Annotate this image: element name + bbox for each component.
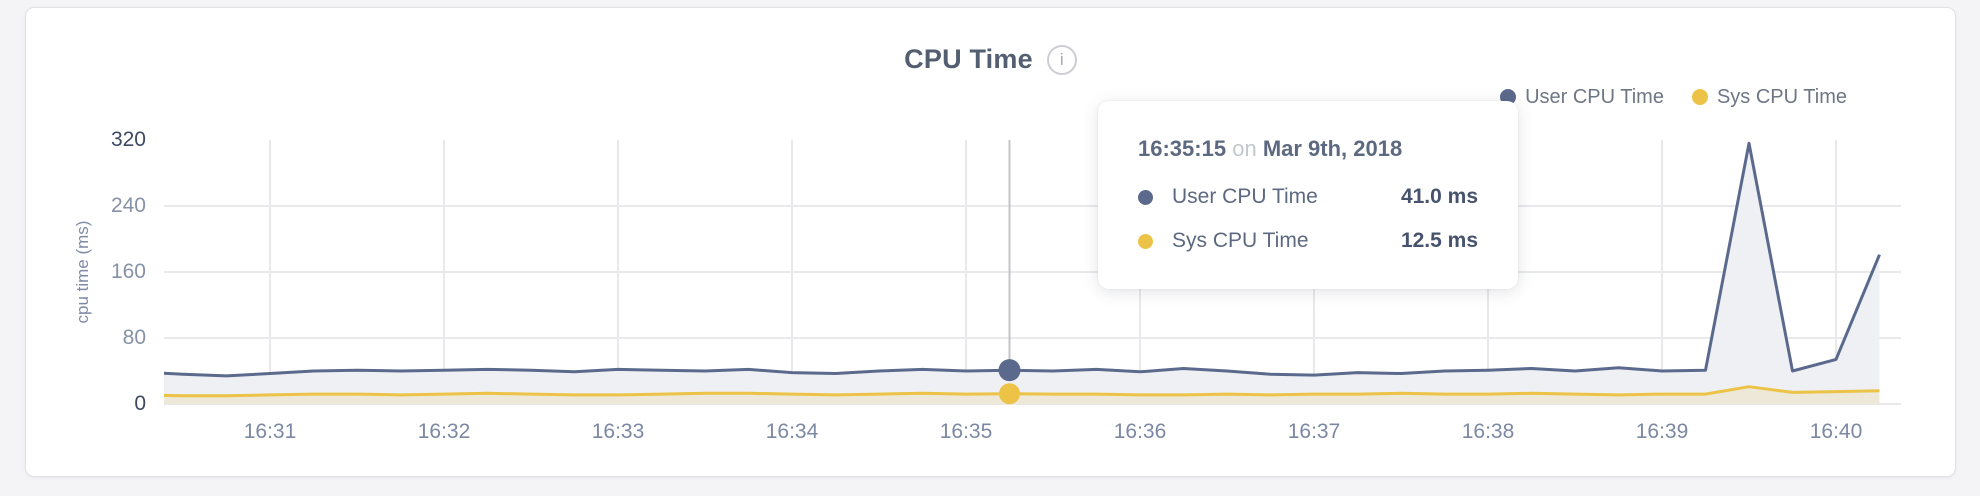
cpu-time-plot-area[interactable]: [26, 8, 1957, 478]
y-tick-label: 80: [122, 326, 146, 349]
series-dot-icon: [1138, 189, 1153, 205]
tooltip-series-value: 12.5 ms: [1400, 229, 1478, 252]
y-tick-label: 240: [110, 194, 146, 217]
chart-tooltip: 16:35:15 on Mar 9th, 2018 User CPU Time 4…: [1098, 101, 1518, 289]
x-tick-label: 16:35: [939, 420, 993, 443]
legend-dot-icon: [1691, 89, 1708, 105]
legend: User CPU Time Sys CPU Time: [1500, 84, 1847, 110]
y-tick-label: 0: [134, 392, 146, 415]
sys-cpu-area: [164, 386, 1880, 404]
legend-item-sys-cpu-time[interactable]: Sys CPU Time: [1691, 85, 1847, 109]
x-tick-label: 16:37: [1287, 420, 1341, 443]
chart-title: CPU Time: [904, 44, 1033, 74]
x-tick-label: 16:33: [591, 420, 645, 443]
y-tick-label: 320: [110, 128, 146, 151]
user-cpu-area: [164, 143, 1880, 404]
tooltip-row: Sys CPU Time 12.5 ms: [1138, 219, 1478, 263]
x-tick-label: 16:38: [1461, 420, 1515, 443]
tooltip-time: 16:35:15: [1138, 136, 1227, 161]
tooltip-header: 16:35:15 on Mar 9th, 2018: [1138, 135, 1478, 163]
highlight-dot-sys: [999, 383, 1020, 405]
tooltip-rows: User CPU Time 41.0 ms Sys CPU Time 12.5 ms: [1138, 175, 1478, 263]
tooltip-date: Mar 9th, 2018: [1262, 136, 1403, 161]
x-tick-label: 16:32: [417, 420, 471, 443]
tooltip-series-label: User CPU Time: [1172, 185, 1318, 208]
x-tick-label: 16:31: [243, 420, 297, 443]
x-tick-label: 16:36: [1113, 420, 1167, 443]
legend-item-label: User CPU Time: [1525, 85, 1664, 108]
tooltip-series-label: Sys CPU Time: [1172, 229, 1309, 252]
legend-item-label: Sys CPU Time: [1716, 85, 1847, 108]
info-icon[interactable]: i: [1046, 44, 1077, 75]
highlight-dot-user: [998, 359, 1021, 382]
tooltip-separator: on: [1232, 136, 1257, 161]
x-tick-label: 16:39: [1635, 420, 1689, 443]
y-tick-label: 160: [110, 260, 146, 283]
tooltip-series-value: 41.0 ms: [1400, 185, 1478, 208]
tooltip-row: User CPU Time 41.0 ms: [1138, 175, 1478, 219]
chart-card: CPU Time i User CPU Time Sys CPU Time cpu…: [25, 7, 1956, 477]
x-tick-label: 16:34: [765, 420, 819, 443]
series-dot-icon: [1138, 233, 1153, 249]
legend-item-user-cpu-time[interactable]: User CPU Time: [1500, 86, 1664, 109]
chart-header: CPU Time i: [26, 44, 1955, 75]
x-tick-label: 16:40: [1809, 420, 1863, 443]
